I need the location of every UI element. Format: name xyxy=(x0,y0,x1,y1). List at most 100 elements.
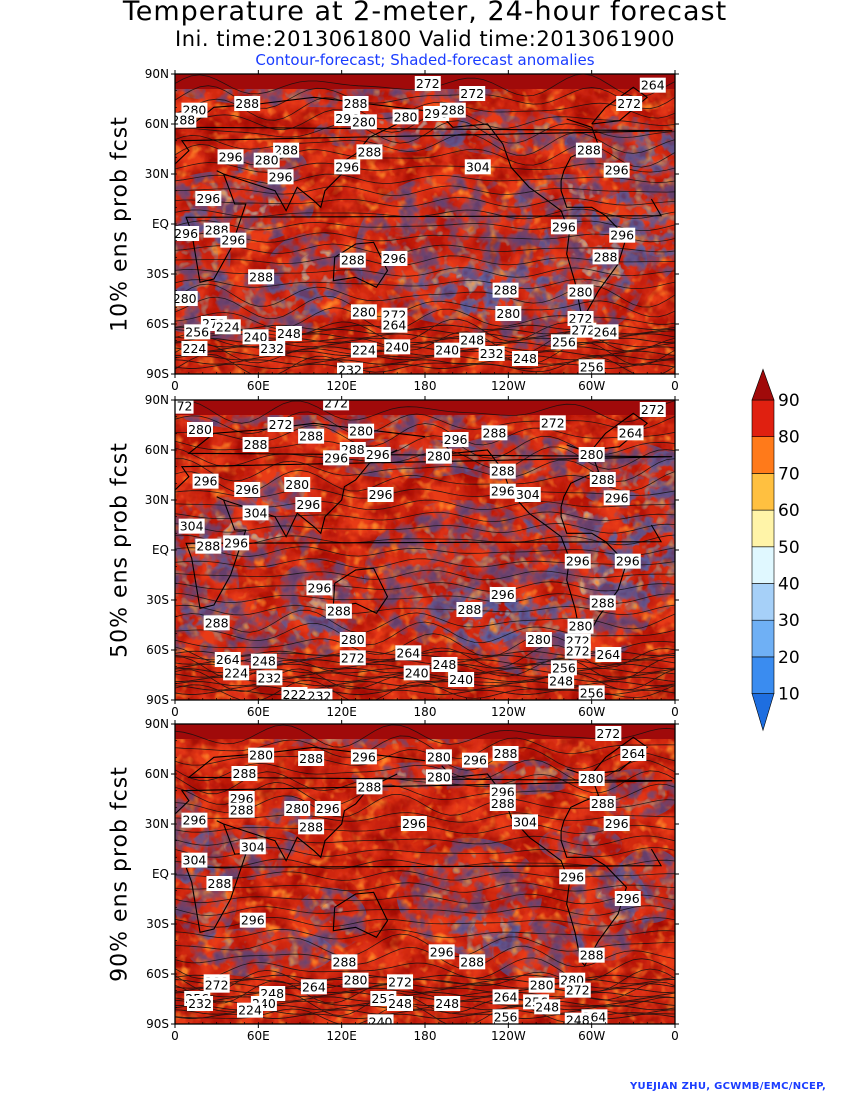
contour-label: 296 xyxy=(174,226,200,241)
contour-label: 296 xyxy=(462,752,488,768)
svg-text:296: 296 xyxy=(444,432,468,447)
svg-text:296: 296 xyxy=(566,554,590,569)
svg-text:272: 272 xyxy=(566,644,590,659)
lat-tick-label: 30N xyxy=(145,493,169,507)
svg-text:280: 280 xyxy=(255,153,279,168)
svg-text:280: 280 xyxy=(173,291,197,306)
lat-tick-label: 60N xyxy=(145,117,169,131)
svg-text:248: 248 xyxy=(433,657,457,672)
svg-text:288: 288 xyxy=(208,876,232,891)
svg-text:296: 296 xyxy=(296,497,320,512)
svg-text:296: 296 xyxy=(316,801,340,816)
contour-label: 280 xyxy=(528,977,555,993)
svg-text:256: 256 xyxy=(580,685,604,700)
svg-text:296: 296 xyxy=(402,816,426,831)
svg-text:248: 248 xyxy=(549,674,573,689)
contour-label: 264 xyxy=(617,425,644,441)
svg-text:288: 288 xyxy=(591,796,615,811)
contour-label: 288 xyxy=(589,595,616,611)
svg-text:296: 296 xyxy=(605,163,629,178)
contour-label: 248 xyxy=(250,653,277,669)
svg-text:272: 272 xyxy=(416,76,440,91)
svg-text:296: 296 xyxy=(235,482,259,497)
colorbar-label: 90 xyxy=(778,391,800,411)
svg-text:248: 248 xyxy=(277,326,301,341)
svg-text:288: 288 xyxy=(494,283,518,298)
svg-text:280: 280 xyxy=(427,749,451,764)
contour-label: 248 xyxy=(434,996,461,1011)
contour-label: 296 xyxy=(306,580,333,596)
svg-text:288: 288 xyxy=(341,253,365,268)
svg-text:280: 280 xyxy=(344,973,368,988)
lon-tick-label: 60E xyxy=(247,705,270,719)
svg-text:296: 296 xyxy=(610,228,634,243)
contour-label: 248 xyxy=(275,326,302,341)
lon-tick-label: 0 xyxy=(171,705,179,719)
contour-label: 256 xyxy=(578,359,605,374)
contour-label: 288 xyxy=(592,249,619,264)
contour-label: 272 xyxy=(459,86,486,101)
contour-label: 296 xyxy=(381,251,408,266)
svg-text:296: 296 xyxy=(196,191,220,206)
lat-tick-label: EQ xyxy=(152,867,169,881)
svg-text:296: 296 xyxy=(616,554,640,569)
svg-text:288: 288 xyxy=(299,819,323,834)
svg-text:280: 280 xyxy=(341,632,365,647)
svg-text:288: 288 xyxy=(274,143,298,158)
svg-text:240: 240 xyxy=(449,672,473,687)
svg-text:256: 256 xyxy=(185,324,209,339)
lat-tick-label: 30S xyxy=(146,593,169,607)
contour-label: 280 xyxy=(567,284,594,300)
contour-label: 280 xyxy=(342,972,369,988)
svg-text:296: 296 xyxy=(269,169,293,184)
contour-label: 280 xyxy=(350,304,377,320)
svg-text:248: 248 xyxy=(535,999,559,1014)
svg-text:280: 280 xyxy=(527,632,551,647)
contour-label: 272 xyxy=(595,726,622,741)
contour-label: 296 xyxy=(350,749,377,765)
contour-label: 280 xyxy=(173,291,198,306)
svg-text:224: 224 xyxy=(238,1003,262,1018)
svg-text:288: 288 xyxy=(327,604,351,619)
lat-tick-label: 30N xyxy=(145,167,169,181)
contour-label: 296 xyxy=(181,812,208,828)
svg-text:288: 288 xyxy=(441,103,465,118)
contour-label: 224 xyxy=(350,342,377,358)
contour-label: 304 xyxy=(242,505,269,521)
svg-text:248: 248 xyxy=(460,333,484,348)
svg-text:296: 296 xyxy=(463,753,487,768)
lon-tick-label: 120E xyxy=(326,705,357,719)
contour-label: 256 xyxy=(578,685,605,700)
svg-text:304: 304 xyxy=(180,519,204,534)
colorbar-label: 20 xyxy=(778,648,800,668)
contour-label: 248 xyxy=(387,996,413,1011)
contour-label: 296 xyxy=(564,553,591,569)
contour-label: 288 xyxy=(489,796,516,811)
contour-label: 264 xyxy=(395,645,422,661)
lat-tick-label: 90N xyxy=(145,67,169,81)
contour-label: 280 xyxy=(248,747,275,763)
svg-text:288: 288 xyxy=(233,766,257,781)
contour-label: 280 xyxy=(253,152,280,168)
contour-label: 248 xyxy=(564,1013,591,1028)
colorbar-swatch xyxy=(751,546,775,584)
svg-text:280: 280 xyxy=(580,771,604,786)
colorbar-label: 60 xyxy=(778,501,800,521)
svg-text:272: 272 xyxy=(269,417,293,432)
svg-text:288: 288 xyxy=(333,954,357,969)
svg-text:296: 296 xyxy=(219,149,243,164)
svg-text:248: 248 xyxy=(566,1013,590,1028)
contour-label: 288 xyxy=(242,437,269,452)
contour-label: 240 xyxy=(242,329,269,345)
contour-label: 304 xyxy=(239,839,266,855)
svg-text:304: 304 xyxy=(241,839,265,854)
svg-text:296: 296 xyxy=(174,226,198,241)
svg-text:280: 280 xyxy=(285,801,309,816)
svg-text:296: 296 xyxy=(616,891,640,906)
contour-label: 288 xyxy=(298,428,325,444)
svg-text:296: 296 xyxy=(194,474,218,489)
contour-label: 288 xyxy=(589,472,616,487)
contour-label: 288 xyxy=(231,766,258,781)
contour-label: 288 xyxy=(206,876,233,891)
svg-text:296: 296 xyxy=(352,749,376,764)
